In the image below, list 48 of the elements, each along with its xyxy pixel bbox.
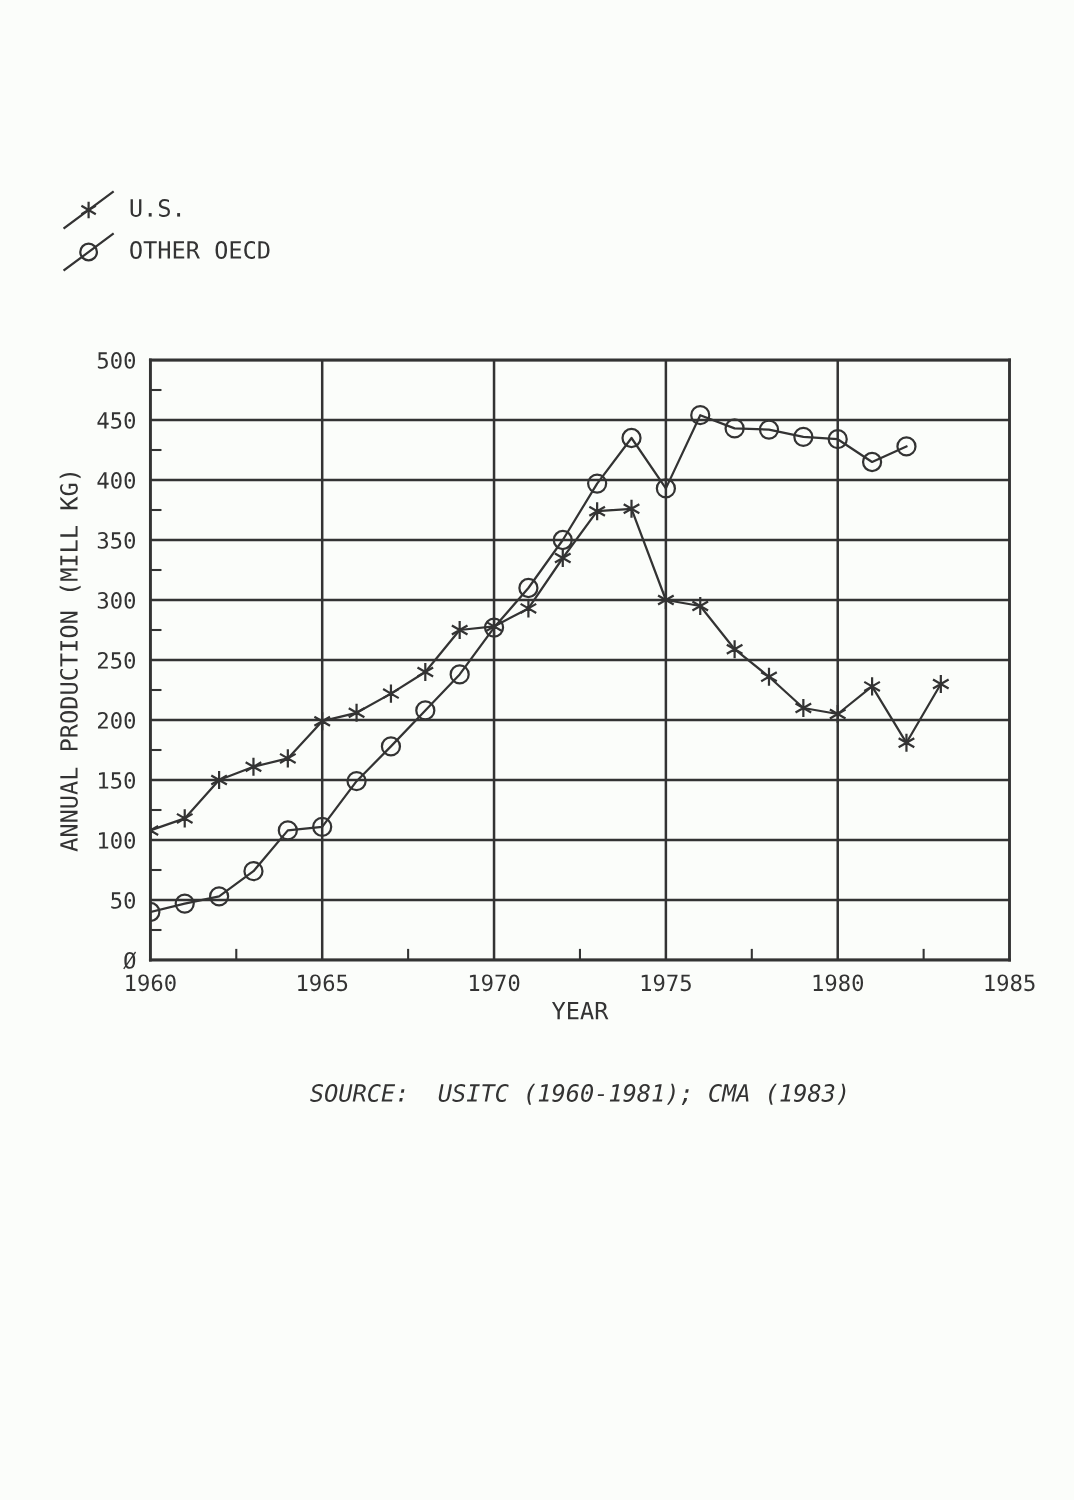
point [380, 736, 402, 757]
y-tick-label: 200 [97, 712, 136, 729]
point [724, 418, 745, 439]
point [449, 664, 470, 685]
point [243, 861, 264, 882]
legend-label: OTHER OECD [130, 241, 270, 259]
y-tick-label: 300 [97, 592, 136, 609]
point [793, 426, 814, 447]
source-note: SOURCE: USITC (1960-1981); CMA (1983) [310, 1083, 846, 1105]
point [758, 419, 780, 440]
y-tick-label: 450 [97, 412, 136, 429]
y-tick-label: 350 [97, 532, 136, 549]
point [827, 429, 848, 450]
x-tick-label: 1960 [126, 974, 176, 992]
y-tick-label: 150 [99, 772, 136, 789]
point [244, 756, 263, 777]
point [690, 405, 711, 426]
y-axis-title: ANNUAL PRODUCTION (MILL KG) [59, 473, 81, 852]
y-tick-label: Ø [123, 951, 137, 970]
y-tick-label: 500 [97, 352, 136, 369]
point [655, 478, 677, 499]
x-tick-label: 1980 [813, 974, 864, 992]
point [861, 451, 883, 473]
y-tick-label: 400 [97, 472, 136, 489]
y-tick-label: 250 [97, 652, 136, 669]
point [552, 529, 573, 551]
point [312, 816, 333, 837]
point [347, 702, 366, 723]
x-tick-label: 1975 [641, 974, 691, 992]
point [174, 893, 195, 914]
x-axis-title: YEAR [551, 1001, 609, 1020]
y-tick-label: 50 [111, 892, 136, 909]
x-tick-label: 1965 [298, 974, 348, 992]
x-tick-label: 1970 [469, 974, 520, 992]
point [621, 427, 642, 449]
point [896, 436, 917, 457]
x-tick-label: 1985 [985, 974, 1035, 992]
point [622, 498, 641, 519]
point [277, 820, 298, 841]
point [415, 700, 436, 721]
point [519, 598, 538, 619]
point [208, 886, 230, 907]
legend-label: U.S. [130, 199, 181, 217]
point [518, 577, 539, 599]
point [897, 732, 916, 753]
y-tick-label: 100 [99, 832, 136, 849]
point [346, 771, 367, 792]
point [587, 473, 608, 494]
